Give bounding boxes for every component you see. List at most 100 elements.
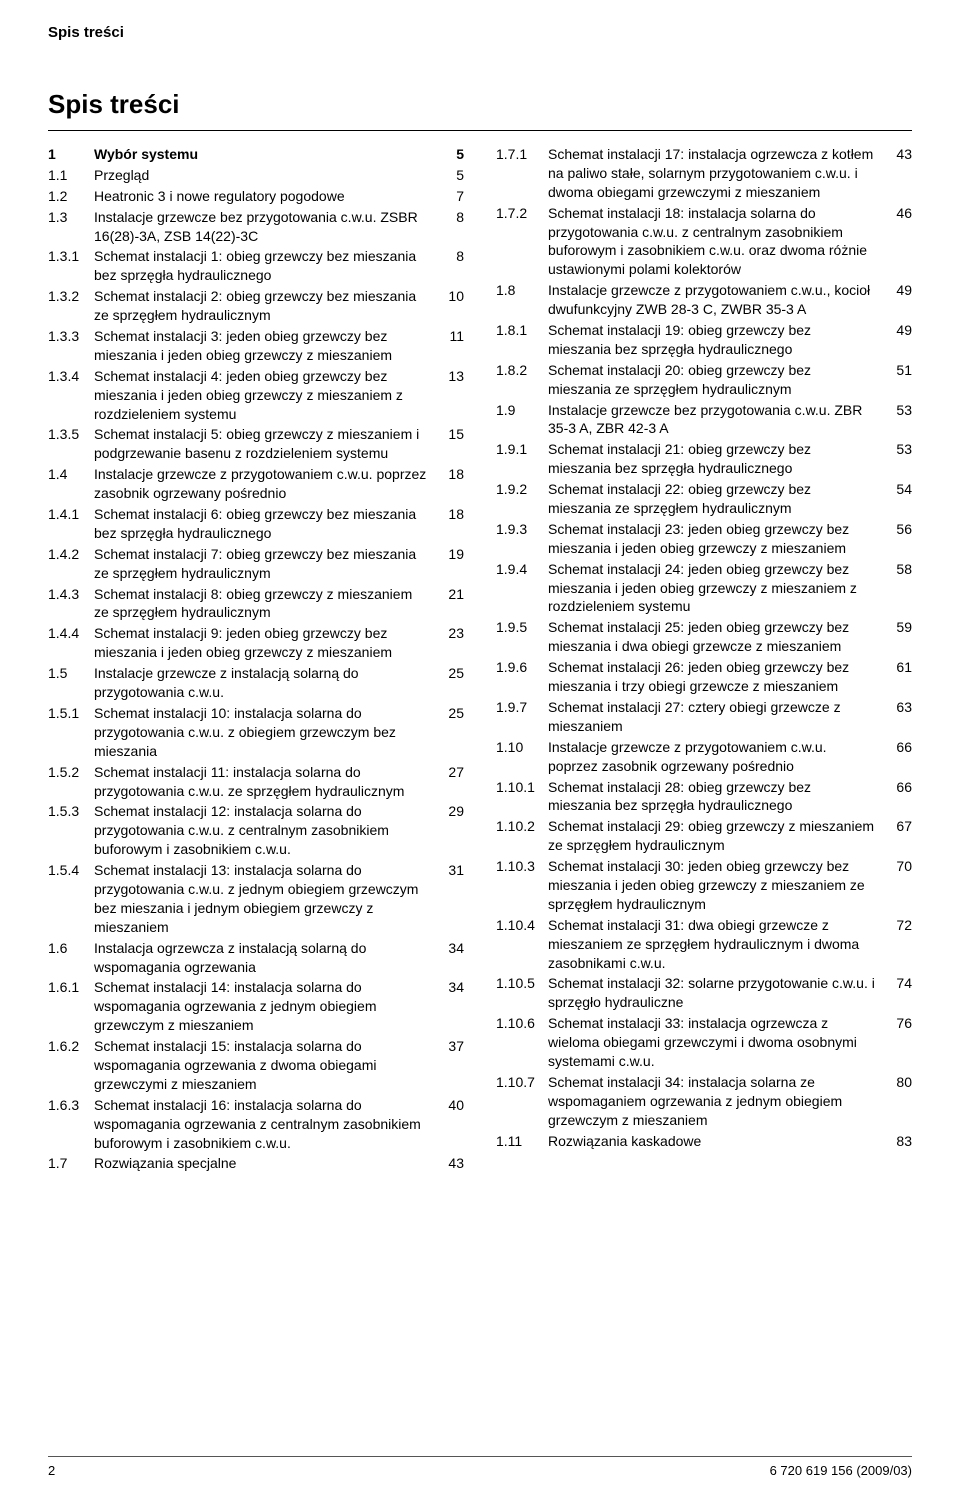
footer-doc-id: 6 720 619 156 (2009/03) bbox=[770, 1463, 912, 1478]
toc-entry-text: Schemat instalacji 20: obieg grzewczy be… bbox=[548, 361, 884, 399]
toc-entry-number: 1.10.4 bbox=[496, 916, 548, 935]
toc-entry: 1.3.5Schemat instalacji 5: obieg grzewcz… bbox=[48, 425, 464, 463]
toc-entry: 1.10.7Schemat instalacji 34: instalacja … bbox=[496, 1073, 912, 1130]
page-title: Spis treści bbox=[0, 41, 960, 120]
toc-entry-text: Schemat instalacji 30: jeden obieg grzew… bbox=[548, 857, 884, 914]
toc-entry-text: Schemat instalacji 17: instalacja ogrzew… bbox=[548, 145, 884, 202]
toc-entry-page: 46 bbox=[884, 204, 912, 223]
toc-entry-number: 1.5.4 bbox=[48, 861, 94, 880]
toc-entry-page: 25 bbox=[436, 704, 464, 723]
toc-entry-page: 72 bbox=[884, 916, 912, 935]
toc-entry: 1.4Instalacje grzewcze z przygotowaniem … bbox=[48, 465, 464, 503]
toc-entry-text: Schemat instalacji 5: obieg grzewczy z m… bbox=[94, 425, 436, 463]
toc-entry-text: Schemat instalacji 31: dwa obiegi grzewc… bbox=[548, 916, 884, 973]
toc-entry-number: 1.11 bbox=[496, 1132, 548, 1151]
toc-entry-text: Schemat instalacji 24: jeden obieg grzew… bbox=[548, 560, 884, 617]
footer-page-number: 2 bbox=[48, 1463, 55, 1478]
toc-entry-page: 31 bbox=[436, 861, 464, 880]
toc-entry-page: 37 bbox=[436, 1037, 464, 1056]
toc-entry-text: Przegląd bbox=[94, 166, 436, 185]
toc-entry-text: Schemat instalacji 29: obieg grzewczy z … bbox=[548, 817, 884, 855]
toc-entry: 1.1Przegląd5 bbox=[48, 166, 464, 185]
toc-entry-text: Schemat instalacji 22: obieg grzewczy be… bbox=[548, 480, 884, 518]
toc-entry-text: Schemat instalacji 19: obieg grzewczy be… bbox=[548, 321, 884, 359]
toc-entry-number: 1.3 bbox=[48, 208, 94, 227]
toc-entry-number: 1.5.1 bbox=[48, 704, 94, 723]
toc-entry-text: Schemat instalacji 34: instalacja solarn… bbox=[548, 1073, 884, 1130]
toc-entry-page: 49 bbox=[884, 321, 912, 340]
toc-entry-page: 49 bbox=[884, 281, 912, 300]
toc-entry: 1.10.1Schemat instalacji 28: obieg grzew… bbox=[496, 778, 912, 816]
toc-entry-page: 15 bbox=[436, 425, 464, 444]
toc-entry-number: 1.10.6 bbox=[496, 1014, 548, 1033]
page-footer: 2 6 720 619 156 (2009/03) bbox=[48, 1456, 912, 1478]
toc-entry-page: 67 bbox=[884, 817, 912, 836]
toc-entry: 1.10Instalacje grzewcze z przygotowaniem… bbox=[496, 738, 912, 776]
toc-entry: 1Wybór systemu5 bbox=[48, 145, 464, 164]
toc-entry-number: 1.9.2 bbox=[496, 480, 548, 499]
title-rule bbox=[48, 130, 912, 131]
toc-entry-text: Schemat instalacji 7: obieg grzewczy bez… bbox=[94, 545, 436, 583]
toc-entry-text: Rozwiązania specjalne bbox=[94, 1154, 436, 1173]
toc-entry-page: 11 bbox=[436, 327, 464, 346]
toc-entry: 1.3.3Schemat instalacji 3: jeden obieg g… bbox=[48, 327, 464, 365]
toc-entry: 1.9.7Schemat instalacji 27: cztery obieg… bbox=[496, 698, 912, 736]
toc-entry-text: Schemat instalacji 16: instalacja solarn… bbox=[94, 1096, 436, 1153]
toc-entry-text: Rozwiązania kaskadowe bbox=[548, 1132, 884, 1151]
toc-entry-number: 1.9.7 bbox=[496, 698, 548, 717]
toc-entry: 1.5.2Schemat instalacji 11: instalacja s… bbox=[48, 763, 464, 801]
toc-entry-number: 1.3.3 bbox=[48, 327, 94, 346]
toc-entry: 1.9.1Schemat instalacji 21: obieg grzewc… bbox=[496, 440, 912, 478]
toc-entry: 1.6.3Schemat instalacji 16: instalacja s… bbox=[48, 1096, 464, 1153]
toc-column-left: 1Wybór systemu5 1.1Przegląd5 1.2Heatronic … bbox=[48, 145, 464, 1175]
toc-entry: 1.9.5Schemat instalacji 25: jeden obieg … bbox=[496, 618, 912, 656]
toc-entry-number: 1.10.2 bbox=[496, 817, 548, 836]
toc-entry-page: 54 bbox=[884, 480, 912, 499]
toc-entry-text: Schemat instalacji 10: instalacja solarn… bbox=[94, 704, 436, 761]
toc-entry-text: Instalacje grzewcze z przygotowaniem c.w… bbox=[548, 281, 884, 319]
toc-entry-text: Schemat instalacji 14: instalacja solarn… bbox=[94, 978, 436, 1035]
toc-entry-text: Schemat instalacji 32: solarne przygotow… bbox=[548, 974, 884, 1012]
toc-entry-page: 70 bbox=[884, 857, 912, 876]
toc-entry-number: 1 bbox=[48, 145, 94, 164]
header-section-label: Spis treści bbox=[0, 0, 960, 41]
toc-entry: 1.2Heatronic 3 i nowe regulatory pogodow… bbox=[48, 187, 464, 206]
toc-entry-text: Schemat instalacji 4: jeden obieg grzewc… bbox=[94, 367, 436, 424]
toc-entry-number: 1.1 bbox=[48, 166, 94, 185]
toc-entry-text: Heatronic 3 i nowe regulatory pogodowe bbox=[94, 187, 436, 206]
toc-entry-number: 1.3.4 bbox=[48, 367, 94, 386]
toc-entry: 1.10.3Schemat instalacji 30: jeden obieg… bbox=[496, 857, 912, 914]
toc-entry-text: Schemat instalacji 33: instalacja ogrzew… bbox=[548, 1014, 884, 1071]
toc-entry: 1.4.3Schemat instalacji 8: obieg grzewcz… bbox=[48, 585, 464, 623]
toc-entry: 1.7Rozwiązania specjalne43 bbox=[48, 1154, 464, 1173]
toc-entry: 1.10.6Schemat instalacji 33: instalacja … bbox=[496, 1014, 912, 1071]
toc-entry-text: Schemat instalacji 18: instalacja solarn… bbox=[548, 204, 884, 280]
toc-entry-number: 1.10.5 bbox=[496, 974, 548, 993]
toc-entry-page: 5 bbox=[436, 166, 464, 185]
toc-entry-text: Instalacja ogrzewcza z instalacją solarn… bbox=[94, 939, 436, 977]
toc-entry-page: 40 bbox=[436, 1096, 464, 1115]
toc-entry-page: 19 bbox=[436, 545, 464, 564]
toc-entry-page: 61 bbox=[884, 658, 912, 677]
toc-entry-text: Instalacje grzewcze bez przygotowania c.… bbox=[548, 401, 884, 439]
toc-entry: 1.6.2Schemat instalacji 15: instalacja s… bbox=[48, 1037, 464, 1094]
toc-entry-number: 1.10.1 bbox=[496, 778, 548, 797]
toc-entry: 1.5Instalacje grzewcze z instalacją sola… bbox=[48, 664, 464, 702]
toc-entry-text: Schemat instalacji 6: obieg grzewczy bez… bbox=[94, 505, 436, 543]
toc-entry-text: Schemat instalacji 8: obieg grzewczy z m… bbox=[94, 585, 436, 623]
toc-entry-number: 1.6 bbox=[48, 939, 94, 958]
toc-entry-number: 1.10.3 bbox=[496, 857, 548, 876]
toc-entry-number: 1.9.3 bbox=[496, 520, 548, 539]
toc-entry-page: 63 bbox=[884, 698, 912, 717]
toc-entry-number: 1.5 bbox=[48, 664, 94, 683]
toc-entry-page: 10 bbox=[436, 287, 464, 306]
toc-entry-number: 1.9.4 bbox=[496, 560, 548, 579]
toc-entry-text: Schemat instalacji 28: obieg grzewczy be… bbox=[548, 778, 884, 816]
toc-entry-text: Schemat instalacji 1: obieg grzewczy bez… bbox=[94, 247, 436, 285]
toc-entry-text: Schemat instalacji 3: jeden obieg grzewc… bbox=[94, 327, 436, 365]
toc-entry-page: 23 bbox=[436, 624, 464, 643]
toc-entry-number: 1.9.6 bbox=[496, 658, 548, 677]
toc-entry-number: 1.10 bbox=[496, 738, 548, 757]
toc-entry: 1.9.6Schemat instalacji 26: jeden obieg … bbox=[496, 658, 912, 696]
toc-entry: 1.9.4Schemat instalacji 24: jeden obieg … bbox=[496, 560, 912, 617]
